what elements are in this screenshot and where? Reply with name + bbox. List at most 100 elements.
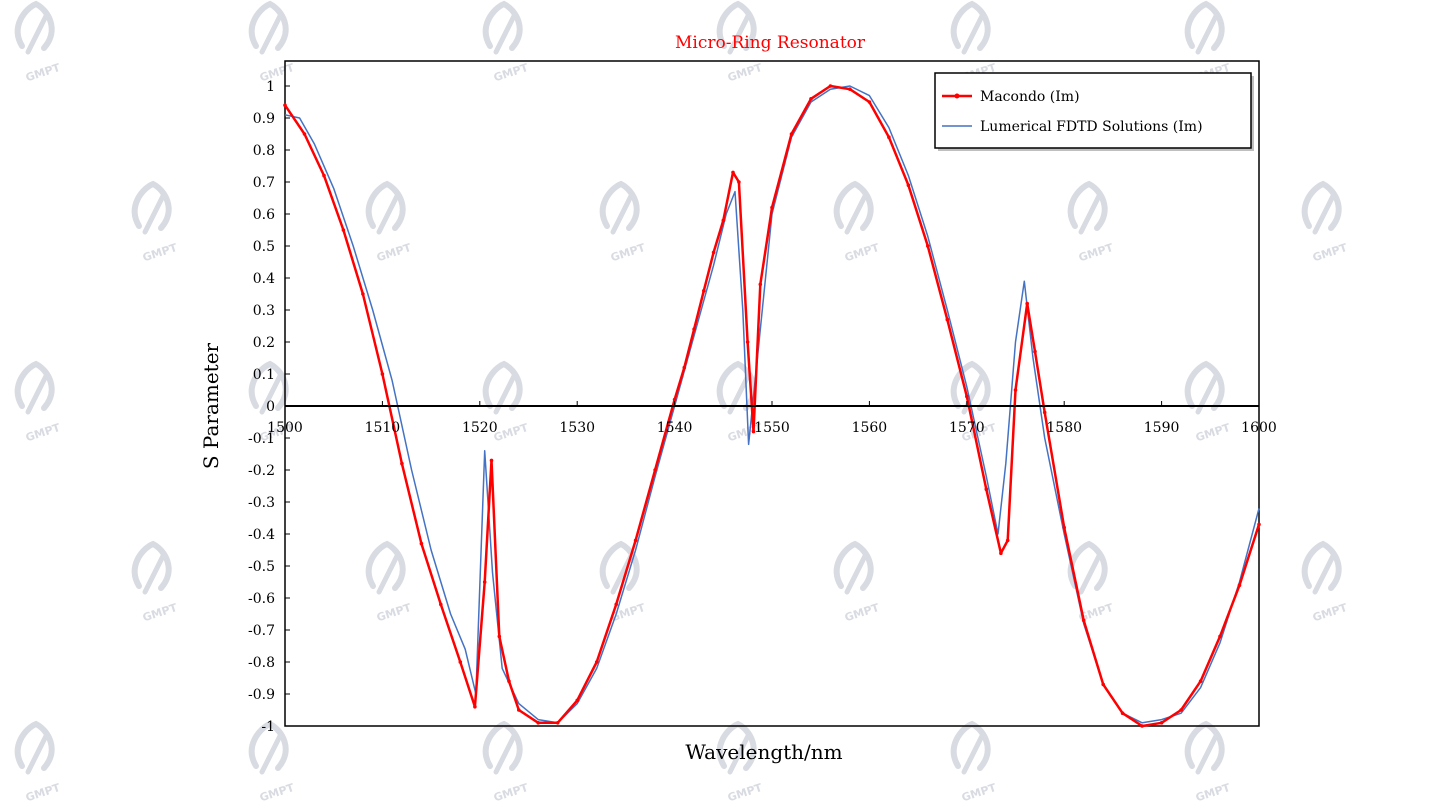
watermark-text: GMPT: [1311, 601, 1349, 624]
watermark-stem-icon: [376, 193, 400, 235]
chart-title: Micro-Ring Resonator: [675, 33, 866, 53]
series-point-macondo: [682, 365, 687, 370]
series-point-macondo: [482, 580, 487, 584]
watermark-text: GMPT: [141, 601, 179, 624]
watermark-leaf-icon: [599, 540, 640, 591]
watermark-leaf-icon: [1301, 540, 1342, 591]
series-point-macondo: [517, 708, 521, 712]
series-point-macondo: [1198, 679, 1203, 683]
watermark-stem-icon: [259, 733, 283, 775]
y-axis-title: S Parameter: [199, 342, 223, 469]
series-point-macondo: [302, 132, 307, 136]
watermark-leaf-icon: [482, 0, 523, 51]
watermark-stem-icon: [25, 13, 49, 55]
legend-label-macondo: Macondo (Im): [980, 89, 1080, 105]
series-point-macondo: [731, 170, 735, 175]
series-point-macondo: [1257, 522, 1261, 527]
series-point-macondo: [1081, 618, 1086, 623]
watermark-stem-icon: [259, 373, 283, 415]
watermark-leaf-icon: [950, 720, 991, 771]
watermark-leaf-icon: [131, 180, 172, 231]
watermark-stem-icon: [727, 733, 751, 775]
series-point-macondo: [758, 282, 763, 287]
watermark-logo: GMPT: [482, 720, 530, 804]
series-point-macondo: [770, 205, 774, 210]
series-point-macondo: [575, 698, 579, 703]
watermark-stem-icon: [1078, 193, 1102, 235]
watermark-text: GMPT: [609, 241, 647, 264]
series-point-macondo: [1140, 724, 1144, 728]
watermark-stem-icon: [25, 733, 49, 775]
watermark-logo: GMPT: [365, 540, 413, 624]
series-point-macondo: [809, 97, 813, 101]
series-point-macondo: [341, 228, 346, 232]
series-point-macondo: [1159, 721, 1164, 725]
series-point-macondo: [594, 660, 599, 664]
x-tick-labels: 1500 1510 1520 1530 1540 1550 1560 1570 1580 1590…: [267, 401, 1277, 436]
series-point-macondo: [380, 372, 385, 376]
series-point-macondo: [867, 100, 872, 104]
series-point-macondo: [984, 487, 989, 492]
watermark-text: GMPT: [1194, 421, 1232, 444]
series-point-macondo: [1101, 682, 1105, 687]
watermark-leaf-icon: [248, 720, 289, 771]
series-point-macondo: [614, 602, 618, 607]
series-point-macondo: [419, 541, 424, 546]
watermark-logo: GMPT: [131, 540, 179, 624]
watermark-logo: GMPT: [14, 360, 62, 444]
series-point-macondo: [828, 84, 833, 88]
watermark-text: GMPT: [24, 61, 62, 84]
watermark-leaf-icon: [14, 360, 55, 411]
watermark-stem-icon: [727, 13, 751, 55]
y-tick-label: 0.5: [253, 239, 275, 255]
watermark-text: GMPT: [492, 781, 530, 804]
watermark-logo: GMPT: [248, 0, 296, 84]
series-point-macondo: [653, 468, 657, 472]
x-tick-label: 1520: [462, 420, 498, 436]
watermark-logo: GMPT: [833, 180, 881, 264]
y-tick-label: 0.3: [253, 303, 275, 319]
x-tick-label: 1530: [559, 420, 595, 436]
watermark-stem-icon: [259, 13, 283, 55]
series-point-macondo: [711, 250, 716, 255]
watermark-stem-icon: [142, 553, 166, 595]
y-tick-label: -0.8: [248, 655, 275, 671]
y-tick-label: -0.2: [248, 463, 275, 479]
watermark-leaf-icon: [365, 180, 406, 231]
watermark-leaf-icon: [14, 0, 55, 51]
watermark-text: GMPT: [1077, 241, 1115, 264]
series-point-macondo: [1042, 410, 1047, 415]
series-point-macondo: [439, 602, 443, 607]
watermark-logo: GMPT: [716, 720, 764, 804]
watermark-logo: GMPT: [833, 540, 881, 624]
watermark-text: GMPT: [492, 61, 530, 84]
y-tick-label: 0.4: [253, 271, 275, 287]
watermark-text: GMPT: [258, 781, 296, 804]
watermark-stem-icon: [376, 553, 400, 595]
y-tick-label: 0.8: [253, 143, 275, 159]
series-point-macondo: [400, 461, 404, 466]
watermark-leaf-icon: [950, 360, 991, 411]
watermark-stem-icon: [1195, 733, 1219, 775]
legend-label-lumerical: Lumerical FDTD Solutions (Im): [980, 119, 1203, 135]
y-tick-label: 0.7: [253, 175, 275, 191]
y-tick-label: 1: [266, 79, 275, 95]
series-point-macondo: [1033, 349, 1037, 354]
watermark-logo: GMPT: [14, 0, 62, 84]
watermark-logo: GMPT: [131, 180, 179, 264]
watermark-leaf-icon: [833, 540, 874, 591]
x-tick-label: 1540: [657, 420, 693, 436]
watermark-logo: GMPT: [1184, 720, 1232, 804]
series-point-macondo: [721, 218, 726, 223]
watermark-stem-icon: [610, 193, 634, 235]
series-point-macondo: [1120, 711, 1125, 715]
x-tick-label: 1570: [949, 420, 985, 436]
series-point-macondo: [1005, 538, 1010, 543]
watermark-logo: GMPT: [365, 180, 413, 264]
watermark-stem-icon: [961, 733, 985, 775]
series-point-macondo: [965, 394, 969, 399]
watermark-leaf-icon: [248, 0, 289, 51]
watermark-text: GMPT: [24, 781, 62, 804]
series-point-macondo: [906, 183, 911, 187]
watermark-text: GMPT: [258, 61, 296, 84]
